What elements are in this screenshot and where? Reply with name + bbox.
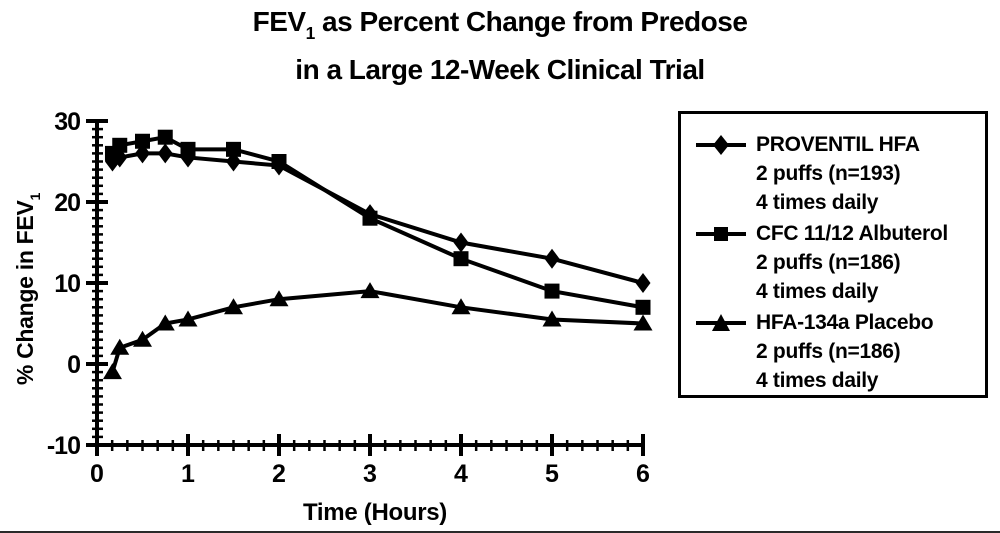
svg-text:-10: -10 bbox=[47, 432, 80, 460]
legend-entry-text: CFC 11/12 Albuterol 2 puffs (n=186) 4 ti… bbox=[756, 219, 948, 306]
title-subscript: 1 bbox=[305, 23, 316, 44]
svg-text:0: 0 bbox=[90, 460, 104, 488]
svg-text:3: 3 bbox=[363, 460, 377, 488]
legend-series-frequency: 4 times daily bbox=[756, 191, 879, 214]
svg-text:2: 2 bbox=[272, 460, 286, 488]
chart-title-line1: FEV1 as Percent Change from Predose bbox=[0, 3, 1000, 51]
x-axis-label: Time (Hours) bbox=[303, 499, 447, 526]
chart-title: FEV1 as Percent Change from Predose in a… bbox=[0, 3, 1000, 89]
bottom-rule-divider bbox=[0, 531, 1000, 533]
svg-text:0: 0 bbox=[67, 351, 80, 379]
legend-series-dose: 2 puffs (n=193) bbox=[756, 162, 901, 185]
svg-text:10: 10 bbox=[54, 270, 80, 298]
legend-series-name: PROVENTIL HFA bbox=[756, 133, 920, 156]
title-text-rest: as Percent Change from Predose bbox=[314, 6, 748, 37]
svg-text:4: 4 bbox=[454, 460, 468, 488]
square-marker-icon bbox=[696, 227, 746, 241]
legend-entry-placebo: HFA-134a Placebo 2 puffs (n=186) 4 times… bbox=[693, 308, 985, 395]
title-text: FEV bbox=[252, 6, 306, 37]
legend-series-frequency: 4 times daily bbox=[756, 280, 879, 303]
diamond-marker-icon bbox=[696, 135, 746, 155]
svg-text:20: 20 bbox=[54, 189, 80, 217]
legend-entry-text: PROVENTIL HFA 2 puffs (n=193) 4 times da… bbox=[756, 130, 920, 217]
svg-text:6: 6 bbox=[636, 460, 650, 488]
legend-series-frequency: 4 times daily bbox=[756, 369, 879, 392]
svg-text:5: 5 bbox=[545, 460, 559, 488]
svg-text:1: 1 bbox=[181, 460, 195, 488]
legend-box: PROVENTIL HFA 2 puffs (n=193) 4 times da… bbox=[678, 111, 988, 398]
legend-series-name: HFA-134a Placebo bbox=[756, 311, 934, 334]
legend-entry-proventil: PROVENTIL HFA 2 puffs (n=193) 4 times da… bbox=[693, 130, 985, 217]
svg-text:30: 30 bbox=[54, 108, 80, 136]
legend-entry-text: HFA-134a Placebo 2 puffs (n=186) 4 times… bbox=[756, 308, 934, 395]
legend-series-dose: 2 puffs (n=186) bbox=[756, 340, 901, 363]
legend-series-name: CFC 11/12 Albuterol bbox=[756, 222, 948, 245]
legend-series-dose: 2 puffs (n=186) bbox=[756, 251, 901, 274]
triangle-marker-icon bbox=[696, 314, 746, 331]
chart-title-line2: in a Large 12-Week Clinical Trial bbox=[295, 53, 705, 85]
legend-entry-cfc-albuterol: CFC 11/12 Albuterol 2 puffs (n=186) 4 ti… bbox=[693, 219, 985, 306]
